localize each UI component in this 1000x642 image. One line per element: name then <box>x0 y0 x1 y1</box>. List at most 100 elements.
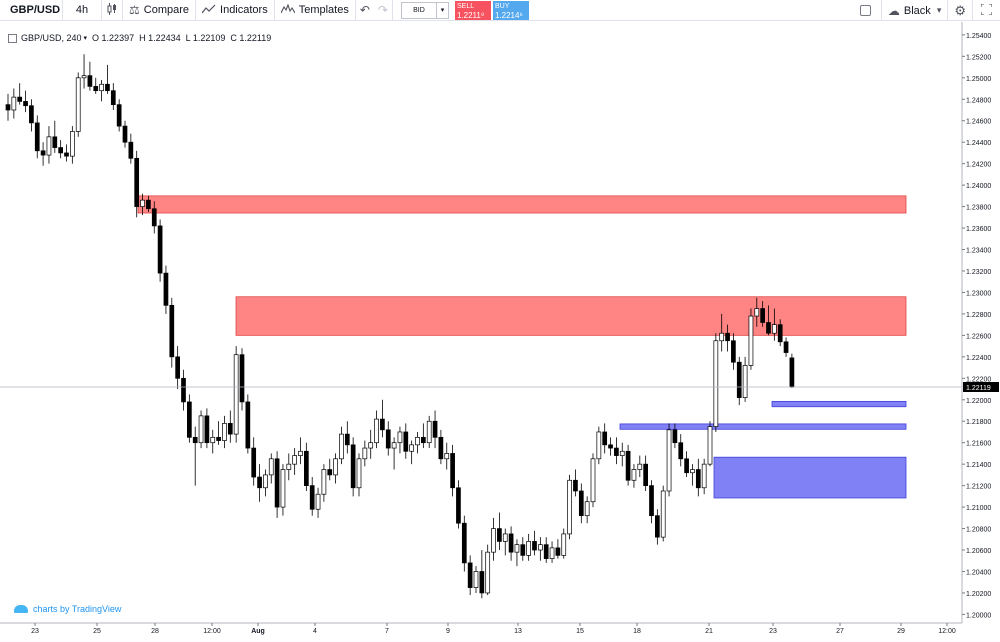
buy-button[interactable]: BUY 1.2214⁶ <box>492 0 529 20</box>
theme-button[interactable]: ☁ Black ▾ <box>882 0 947 21</box>
candle-up <box>210 436 216 444</box>
branding-text: charts by TradingView <box>33 604 122 614</box>
candle-up <box>292 455 297 465</box>
candle-down <box>461 522 467 564</box>
candle-down <box>479 571 485 594</box>
legend-open: O 1.22397 <box>92 33 135 43</box>
candle-down <box>344 433 350 446</box>
time-tick-label: 25 <box>93 628 101 635</box>
candle-down <box>725 332 730 342</box>
caret-down-icon: ▾ <box>83 35 88 42</box>
chart-axes: 1.25400 1.25200 1.25000 1.24800 1.24600 1.244… <box>0 22 1000 642</box>
candle-down <box>151 208 157 227</box>
candle-up <box>742 365 748 398</box>
candle-up <box>298 450 303 456</box>
legend-toggle[interactable] <box>8 33 17 43</box>
price-tick-label: 1.24200 <box>966 162 991 169</box>
candle-down <box>52 136 58 148</box>
candle-up <box>280 469 286 508</box>
price-source-select[interactable]: BID <box>400 1 437 19</box>
buy-label: BUY <box>494 2 510 10</box>
candle-down <box>625 450 631 481</box>
candle-up <box>754 308 760 317</box>
candle-up <box>771 324 777 334</box>
price-tick-label: 1.22200 <box>966 376 991 383</box>
time-tick-label: 18 <box>633 628 641 635</box>
candle-down <box>134 157 140 207</box>
candle-up <box>637 463 643 470</box>
candle-up <box>666 429 672 492</box>
price-source-dropdown[interactable]: ▾ <box>436 1 449 19</box>
templates-button[interactable]: Templates <box>275 0 355 21</box>
candle-up <box>391 442 397 449</box>
price-tick-label: 1.22400 <box>966 355 991 362</box>
candle-down <box>116 104 122 127</box>
candle-down <box>508 533 514 553</box>
candle-up <box>426 420 432 444</box>
time-tick-label: 28 <box>151 628 159 635</box>
candle-up <box>561 533 567 556</box>
undo-button[interactable]: ↶ <box>356 0 374 21</box>
candle-up <box>286 463 292 470</box>
time-tick-label: 27 <box>836 628 844 635</box>
candle-down <box>216 436 221 441</box>
top-toolbar: GBP/USD 4h ⚖ Compare Indicators Template… <box>0 0 1000 21</box>
indicators-icon <box>201 3 216 17</box>
price-chart[interactable]: 1.25400 1.25200 1.25000 1.24800 1.24600 1.244… <box>0 22 1000 642</box>
time-tick-label: 23 <box>769 628 777 635</box>
candle-down <box>695 469 701 489</box>
candle-down <box>467 562 473 588</box>
candle-up <box>415 436 420 446</box>
candle-up <box>485 551 491 594</box>
legend-close: C 1.22119 <box>230 33 272 43</box>
candle-down <box>532 541 537 551</box>
toolbar-divider <box>195 0 197 21</box>
candle-down <box>239 354 245 403</box>
theme-label: Black <box>903 4 931 17</box>
redo-icon: ↷ <box>377 3 388 17</box>
gear-icon: ⚙ <box>954 2 966 18</box>
sell-button[interactable]: SELL 1.2211⁹ <box>454 0 491 20</box>
candle-up <box>719 332 725 342</box>
indicators-button[interactable]: Indicators <box>196 0 274 21</box>
compare-button[interactable]: ⚖ Compare <box>123 0 195 21</box>
candle-down <box>403 431 409 452</box>
tradingview-branding[interactable]: charts by TradingView <box>14 604 121 614</box>
candle-up <box>537 544 543 551</box>
candle-down <box>649 485 654 517</box>
candle-down <box>245 401 251 449</box>
candle-down <box>520 544 526 556</box>
candle-down <box>204 415 210 444</box>
price-tick-label: 1.25400 <box>966 33 991 40</box>
candlesticks <box>5 54 795 599</box>
candle-down <box>438 436 444 460</box>
candle-up <box>590 458 596 503</box>
candle-down <box>110 90 116 105</box>
interval-button[interactable]: 4h <box>75 4 89 16</box>
candle-down <box>684 458 689 474</box>
resistance-zone <box>235 296 907 336</box>
redo-button[interactable]: ↷ <box>374 0 392 21</box>
candle-up <box>660 490 666 538</box>
symbol-search-button[interactable]: GBP/USD <box>10 4 61 16</box>
buy-price: 1.2214⁶ <box>494 10 523 20</box>
toggle-checkbox[interactable] <box>859 5 871 16</box>
price-tick-label: 1.20600 <box>966 548 991 555</box>
chart-pane[interactable]: GBP/USD, 240 ▾ O 1.22397 H 1.22434 L 1.2… <box>0 22 1000 642</box>
price-zones <box>137 195 907 499</box>
toolbar-divider <box>122 0 123 21</box>
time-tick-label: 13 <box>514 628 522 635</box>
candle-up <box>263 474 268 489</box>
legend-symbol[interactable]: GBP/USD, 240 <box>21 33 82 43</box>
settings-button[interactable]: ⚙ <box>948 0 972 21</box>
price-tick-label: 1.21200 <box>966 484 991 491</box>
candle-down <box>731 340 736 363</box>
fullscreen-button[interactable] <box>973 0 1000 21</box>
toolbar-divider <box>273 0 275 21</box>
candle-down <box>169 304 175 358</box>
last-price-label: 1.22119 <box>966 385 991 392</box>
chart-style-button[interactable] <box>102 0 122 21</box>
toolbar-right: ☁ Black ▾ ⚙ <box>859 0 1000 21</box>
candle-up <box>631 469 637 481</box>
candle-down <box>766 322 771 334</box>
